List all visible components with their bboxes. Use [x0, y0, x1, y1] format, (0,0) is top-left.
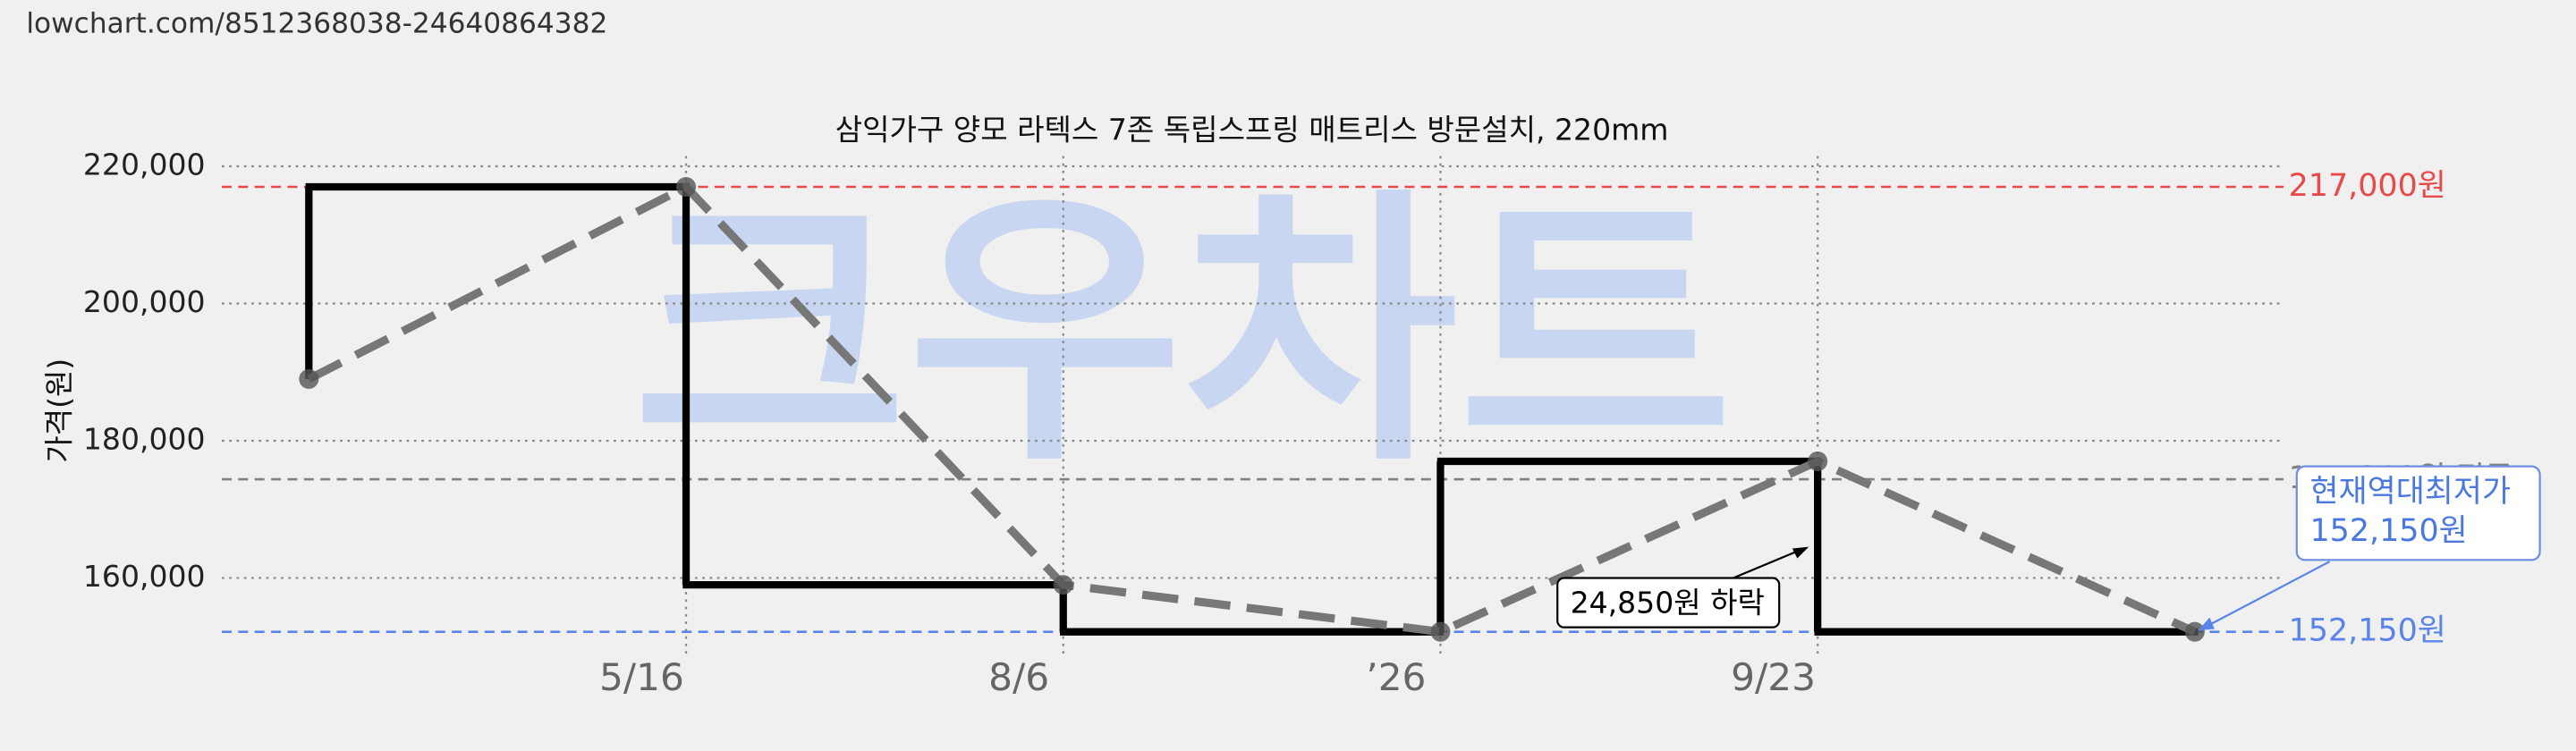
arrow-head	[2198, 617, 2215, 631]
point	[1053, 575, 1073, 595]
arrow-head	[1792, 546, 1809, 559]
y-axis-label: 가격(원)	[41, 359, 76, 463]
x-tick-label: 9/23	[1731, 655, 1816, 699]
y-tick-label: 180,000	[83, 421, 206, 456]
annotation-text: 24,850원 하락	[1571, 585, 1765, 620]
watermark: 크우차트	[632, 165, 1733, 500]
price-line	[307, 181, 2197, 637]
url: lowchart.com/8512368038-24640864382	[26, 8, 607, 40]
x-tick-label: 5/16	[599, 655, 684, 699]
point	[1430, 621, 1451, 642]
point	[2184, 621, 2205, 642]
y-tick-label: 220,000	[83, 148, 206, 182]
reference-label: 217,000원	[2289, 168, 2446, 204]
annotation-text: 152,150원	[2309, 513, 2467, 549]
reference-label: 152,150원	[2289, 613, 2446, 649]
point	[1808, 451, 1828, 472]
point	[299, 368, 319, 389]
x-tick-label: 8/6	[988, 655, 1049, 699]
annotation-arrow	[2204, 561, 2331, 629]
chart-title: 삼익가구 양모 라텍스 7존 독립스프링 매트리스 방문설치, 220mm	[835, 112, 1669, 147]
annotation-box	[1556, 577, 1781, 629]
y-tick-label: 200,000	[83, 284, 206, 319]
point	[676, 177, 697, 198]
x-tick-label: ’26	[1366, 655, 1426, 699]
y-tick-label: 160,000	[83, 559, 206, 594]
annotation-arrow	[1733, 547, 1805, 579]
annotation-box	[2295, 465, 2541, 561]
annotation-text: 현재역대최저가	[2309, 474, 2511, 510]
